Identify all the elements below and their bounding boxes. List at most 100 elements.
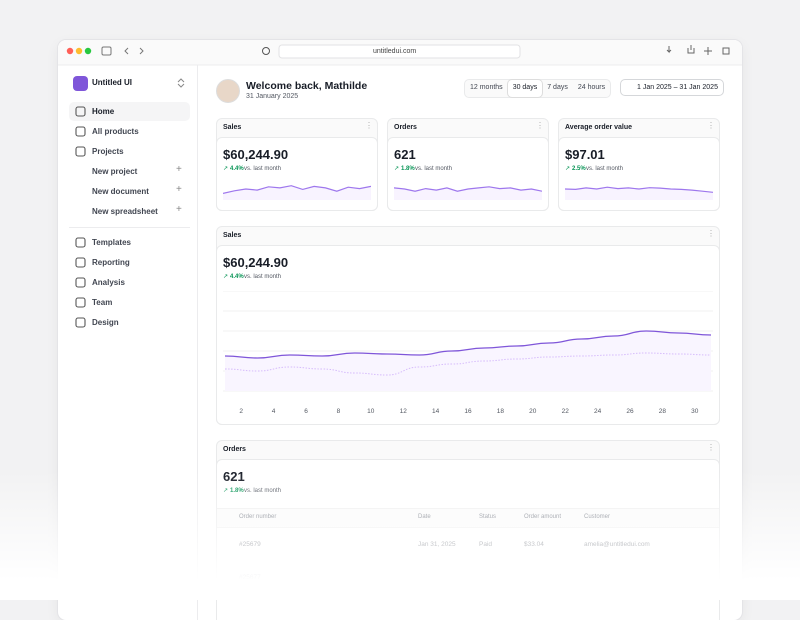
spark-area [565,187,713,200]
nav-item[interactable]: Analysis [92,278,125,287]
brand-logo [73,76,88,91]
range-tab[interactable]: 7 days [547,84,568,91]
x-tick-label: 8 [337,408,341,415]
spark-area [394,186,542,200]
x-tick-label: 4 [272,408,276,415]
icon-shape [75,277,86,288]
add-icon: + [176,184,182,195]
metric-note: vs. last month [244,166,282,172]
greeting: Welcome back, Mathilde [246,80,368,92]
card-title: Sales [223,232,242,239]
metric-change: 1.8% [401,166,415,172]
x-tick-label: 14 [432,408,440,415]
nav-item[interactable]: Projects [92,147,124,156]
add-icon: + [176,204,182,215]
metric-value: $60,244.90 [223,255,289,270]
icon-shape [75,237,86,248]
metric-value: 621 [394,147,416,162]
card: Orders ⋮ 621 ↗ 1.8% vs. last month [387,118,549,211]
url-text: untitledui.com [373,48,417,55]
metric-note: vs. last month [586,166,624,172]
series-line [224,352,712,376]
range-tab[interactable]: 30 days [507,80,543,97]
table-cell: $33.04 [524,541,544,548]
x-tick-label: 12 [400,408,408,415]
date-range-button[interactable]: 1 Jan 2025 – 31 Jan 2025 [620,79,724,96]
series-line [224,330,712,359]
icon-shape [75,257,86,268]
nav-divider [69,227,190,228]
sparkline [565,186,713,200]
x-tick-label: 18 [497,408,505,415]
trend-icon: ↗ [565,166,571,172]
card-menu: ⋮ [365,121,373,130]
range-tab[interactable]: 12 months [470,84,503,91]
icon-shape [75,317,86,328]
nav-subitem[interactable]: New spreadsheet [92,207,158,216]
card-menu: ⋮ [707,229,715,238]
nav-item[interactable]: Home [92,107,115,116]
card-title: Sales [223,124,242,131]
card-body: $97.01 ↗ 2.5% vs. last month [558,137,720,211]
nav-icon [75,317,86,328]
range-tab[interactable]: 24 hours [577,84,606,91]
active-nav-bg [69,102,190,121]
metric-note: vs. last month [415,166,453,172]
nav-icon [75,297,86,308]
nav-icon [75,277,86,288]
table-cell: Jan 31, 2025 [418,541,456,548]
chart: 2 4 6 8 10 12 14 16 18 20 22 24 26 28 30 [223,291,713,415]
column-header: Order number [239,514,277,520]
spark-line [565,186,713,193]
table-cell: amelia@untitledui.com [584,541,650,548]
nav-icon [75,257,86,268]
nav-icon [75,126,86,137]
sparkline [394,186,542,200]
nav-item[interactable]: Templates [92,238,131,247]
nav-subitem[interactable]: New project [92,167,138,176]
page: {"browser": {"url": "untitledui.com"}, "… [0,40,800,620]
metric-value: 621 [223,469,245,484]
nav-item[interactable]: Reporting [92,258,130,267]
x-tick-label: 26 [626,408,634,415]
nav-item[interactable]: Team [92,298,113,307]
card-body: 621 ↗ 1.8% vs. last month [387,137,549,211]
column-header: Date [418,514,431,520]
table-cell: #25679 [239,541,261,548]
browser-window: untitledui.com Untitled UI Home All produc… [58,40,742,620]
area [225,331,711,391]
trend-icon: ↗ [223,488,229,494]
card: Sales ⋮ $60,244.90 ↗ 4.4% vs. last month [216,118,378,211]
metric-change: 1.8% [230,488,244,494]
metric-change: 4.4% [230,166,244,172]
brand-chevron [177,78,185,88]
icon-shape [75,126,86,137]
x-tick-label: 6 [304,408,308,415]
metric-note: vs. last month [244,274,282,280]
x-tick-label: 24 [594,408,602,415]
card: Average order value ⋮ $97.01 ↗ 2.5% vs. last … [558,118,720,211]
x-tick-label: 28 [659,408,667,415]
column-header: Customer [584,514,611,520]
nav-item[interactable]: All products [92,127,139,136]
x-tick-label: 20 [529,408,537,415]
icon-shape [75,297,86,308]
icon-shape [75,106,86,117]
icon-shape [75,146,86,157]
metric-change: 4.4% [230,274,244,280]
card-body: 621 ↗ 1.8% vs. last month Order number Date St… [216,459,720,620]
card-body: $60,244.90 ↗ 4.4% vs. last month [216,137,378,211]
table-cell: Paid [479,541,493,548]
add-icon: + [176,164,182,175]
nav-subitem[interactable]: New document [92,187,149,196]
sparkline [223,185,371,200]
avatar [216,79,240,103]
x-tick-label: 16 [464,408,472,415]
spark-line [394,186,542,192]
browser-toolbar [58,40,742,66]
brand-name: Untitled UI [92,78,132,87]
card: Orders ⋮ 621 ↗ 1.8% vs. last month Order numbe… [216,440,720,620]
nav-item[interactable]: Design [92,318,119,327]
card-body: $60,244.90 ↗ 4.4% vs. last month 2 4 6 8 10 12 14 1… [216,245,720,425]
card-menu: ⋮ [707,121,715,130]
